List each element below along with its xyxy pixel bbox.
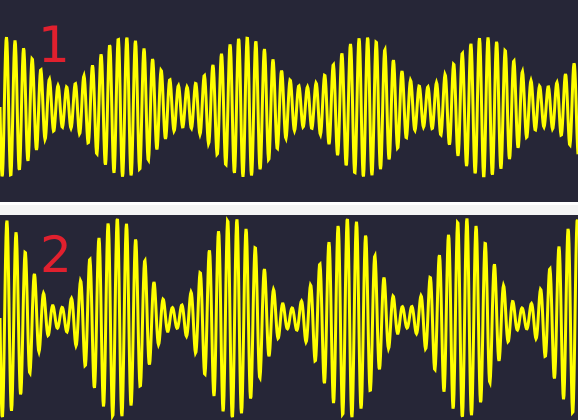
strip xyxy=(0,205,578,215)
waves xyxy=(0,36,578,420)
panel-label: 1 xyxy=(38,16,70,74)
waveform xyxy=(0,36,578,178)
waveform xyxy=(0,216,578,420)
divider xyxy=(0,202,578,205)
panel-label: 2 xyxy=(40,226,72,284)
